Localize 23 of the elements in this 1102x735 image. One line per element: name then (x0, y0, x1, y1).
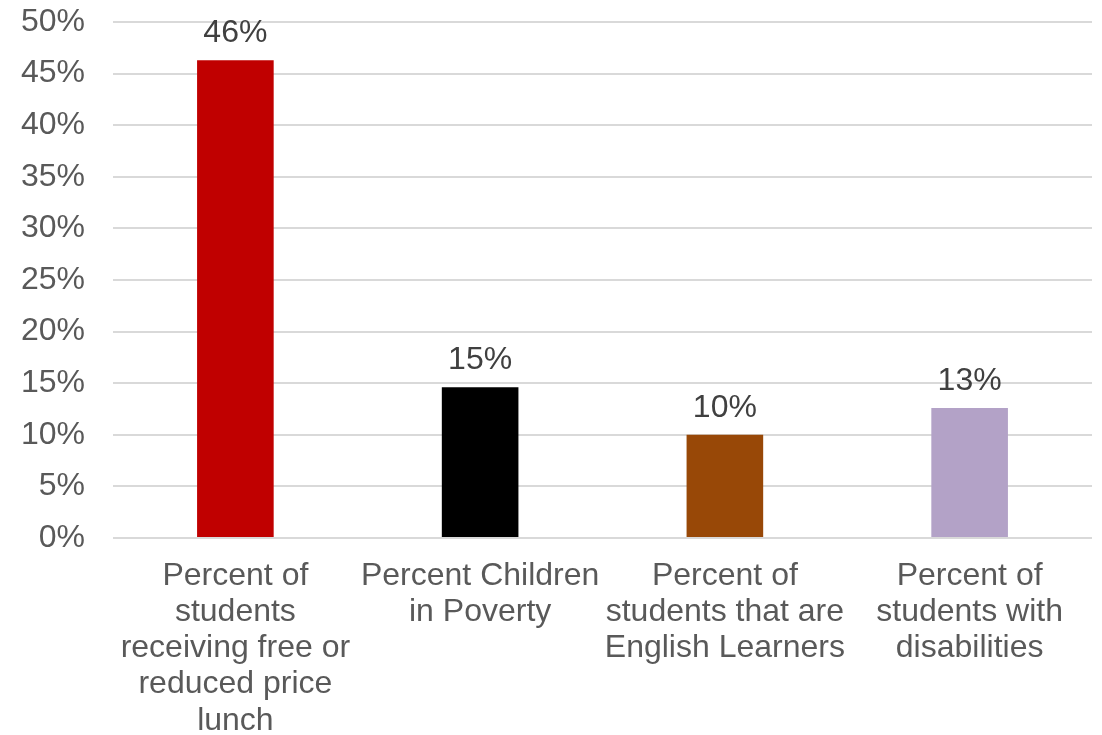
data-label: 13% (937, 360, 1002, 397)
y-tick-label: 0% (38, 517, 85, 554)
y-tick-label: 50% (20, 1, 85, 38)
bar (686, 434, 764, 537)
x-tick-label: Percent of students receiving free or reduced price lunch (120, 555, 351, 735)
y-tick-label: 10% (20, 414, 85, 451)
bar (197, 60, 274, 537)
x-tick-label: Percent of students that are English Learners (604, 555, 845, 665)
x-tick-label: Percent Children in Poverty (360, 555, 600, 629)
bar (441, 387, 519, 537)
bar (931, 407, 1008, 537)
y-tick-label: 45% (20, 53, 85, 90)
y-tick-label: 15% (20, 363, 85, 400)
y-tick-label: 30% (20, 208, 85, 245)
y-tick-label: 20% (20, 311, 85, 348)
x-tick-label: Percent of students with disabilities (876, 555, 1064, 665)
data-label: 10% (692, 387, 757, 424)
y-tick-label: 35% (20, 156, 85, 193)
y-tick-label: 25% (20, 259, 85, 296)
data-label: 46% (203, 13, 268, 50)
data-label: 15% (448, 340, 513, 377)
y-tick-label: 40% (20, 105, 85, 142)
y-tick-label: 5% (38, 466, 85, 503)
